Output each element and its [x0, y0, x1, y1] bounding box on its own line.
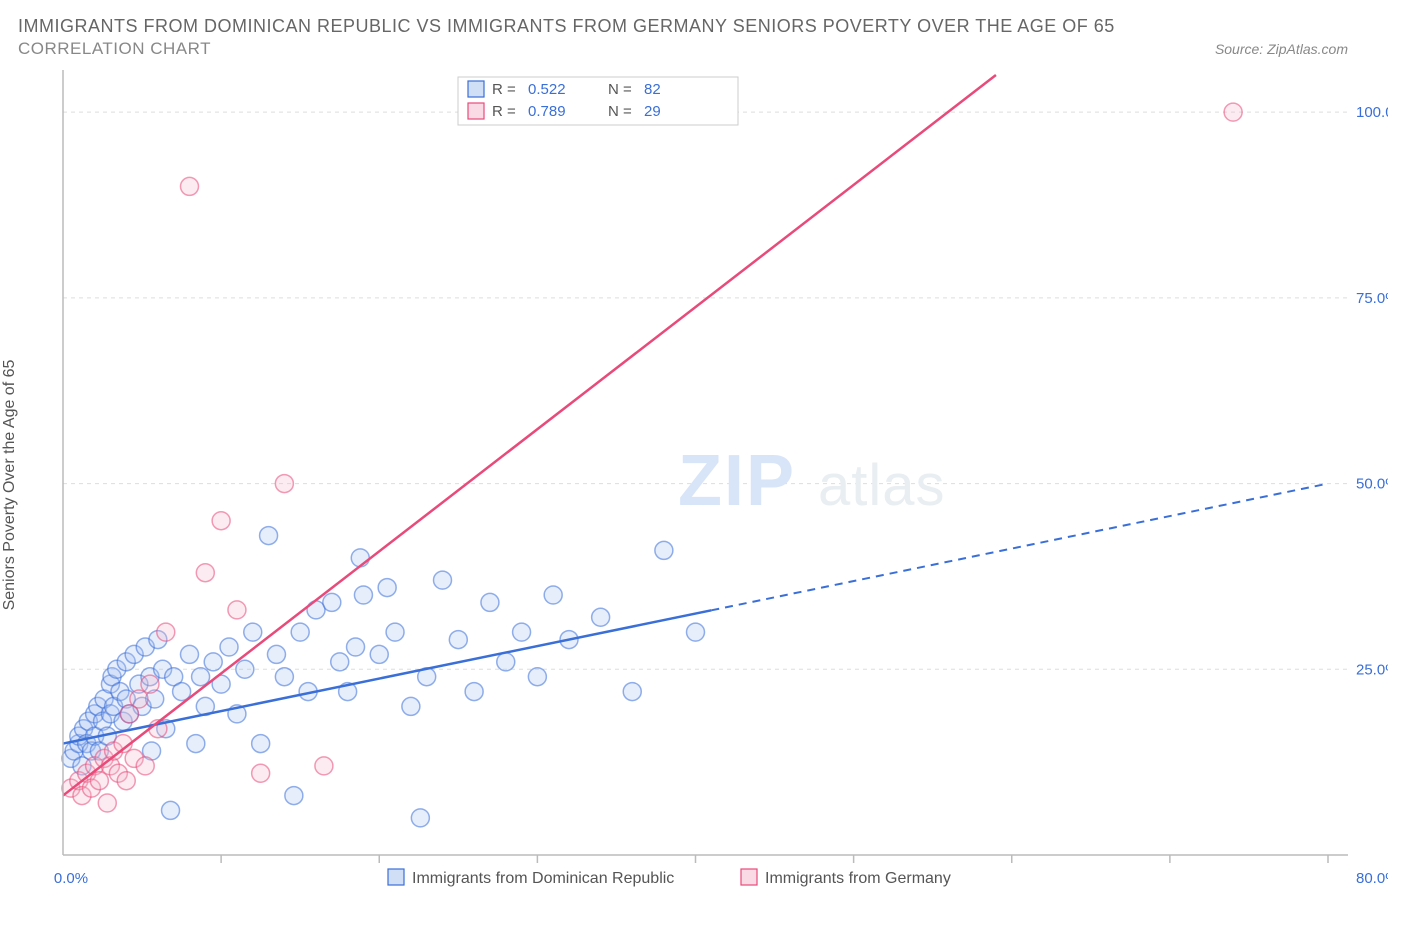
data-point-dominican	[354, 586, 372, 604]
y-tick-label: 25.0%	[1356, 661, 1388, 678]
watermark-atlas: atlas	[818, 453, 946, 518]
data-point-germany	[141, 675, 159, 693]
data-point-dominican	[252, 735, 270, 753]
data-point-dominican	[162, 801, 180, 819]
scatter-chart: 25.0% 50.0% 75.0% 100.0% ZIP atlas 0.0% 80.0% R …	[18, 65, 1388, 905]
data-point-dominican	[481, 593, 499, 611]
chart-title: IMMIGRANTS FROM DOMINICAN REPUBLIC VS IM…	[18, 16, 1388, 37]
data-point-dominican	[236, 660, 254, 678]
data-point-dominican	[434, 571, 452, 589]
legend-r-value: 0.522	[528, 81, 566, 98]
legend-n-value: 29	[644, 103, 661, 120]
data-point-dominican	[528, 668, 546, 686]
data-point-germany	[252, 764, 270, 782]
data-point-dominican	[544, 586, 562, 604]
legend-swatch-germany	[468, 103, 484, 119]
source-credit: Source: ZipAtlas.com	[1215, 41, 1388, 57]
data-point-dominican	[187, 735, 205, 753]
data-point-dominican	[623, 683, 641, 701]
data-point-dominican	[378, 579, 396, 597]
y-tick-label: 75.0%	[1356, 290, 1388, 307]
data-point-dominican	[513, 623, 531, 641]
data-point-germany	[157, 623, 175, 641]
data-point-germany	[130, 690, 148, 708]
data-point-dominican	[181, 645, 199, 663]
data-point-dominican	[260, 527, 278, 545]
data-point-dominican	[465, 683, 483, 701]
data-point-germany	[117, 772, 135, 790]
bottom-legend-label-germany: Immigrants from Germany	[765, 870, 951, 887]
data-point-germany	[275, 475, 293, 493]
data-point-germany	[90, 772, 108, 790]
chart-subtitle: CORRELATION CHART	[18, 39, 211, 59]
legend-r-label: R =	[492, 81, 516, 98]
data-point-dominican	[244, 623, 262, 641]
data-point-dominican	[220, 638, 238, 656]
bottom-legend-swatch-dominican	[388, 869, 404, 885]
y-tick-label: 100.0%	[1356, 104, 1388, 121]
data-point-dominican	[497, 653, 515, 671]
data-point-dominican	[204, 653, 222, 671]
data-point-dominican	[370, 645, 388, 663]
data-point-germany	[1224, 103, 1242, 121]
data-point-germany	[228, 601, 246, 619]
watermark-zip: ZIP	[678, 441, 796, 521]
subtitle-row: CORRELATION CHART Source: ZipAtlas.com	[18, 39, 1388, 59]
data-point-dominican	[402, 697, 420, 715]
data-point-dominican	[331, 653, 349, 671]
data-point-germany	[315, 757, 333, 775]
x-first-label: 0.0%	[54, 870, 88, 887]
data-point-dominican	[347, 638, 365, 656]
data-point-dominican	[323, 593, 341, 611]
trend-line-dashed-dominican	[711, 484, 1328, 611]
data-point-germany	[181, 177, 199, 195]
data-point-dominican	[655, 541, 673, 559]
data-point-dominican	[687, 623, 705, 641]
data-point-dominican	[411, 809, 429, 827]
data-point-germany	[212, 512, 230, 530]
legend-r-label: R =	[492, 103, 516, 120]
data-point-dominican	[275, 668, 293, 686]
legend-n-value: 82	[644, 81, 661, 98]
trend-line-germany	[63, 75, 996, 796]
data-point-dominican	[351, 549, 369, 567]
data-point-dominican	[386, 623, 404, 641]
data-point-dominican	[592, 608, 610, 626]
y-tick-label: 50.0%	[1356, 476, 1388, 493]
bottom-legend-swatch-germany	[741, 869, 757, 885]
data-point-dominican	[285, 787, 303, 805]
data-point-dominican	[267, 645, 285, 663]
x-last-label: 80.0%	[1356, 870, 1388, 887]
data-point-dominican	[291, 623, 309, 641]
data-point-germany	[98, 794, 116, 812]
legend-r-value: 0.789	[528, 103, 566, 120]
data-point-germany	[136, 757, 154, 775]
bottom-legend-label-dominican: Immigrants from Dominican Republic	[412, 870, 674, 887]
legend-n-label: N =	[608, 103, 632, 120]
data-point-germany	[196, 564, 214, 582]
legend-n-label: N =	[608, 81, 632, 98]
legend-swatch-dominican	[468, 81, 484, 97]
chart-container: Seniors Poverty Over the Age of 65 25.0%…	[18, 65, 1388, 905]
y-axis-label: Seniors Poverty Over the Age of 65	[1, 360, 19, 611]
data-point-dominican	[449, 631, 467, 649]
